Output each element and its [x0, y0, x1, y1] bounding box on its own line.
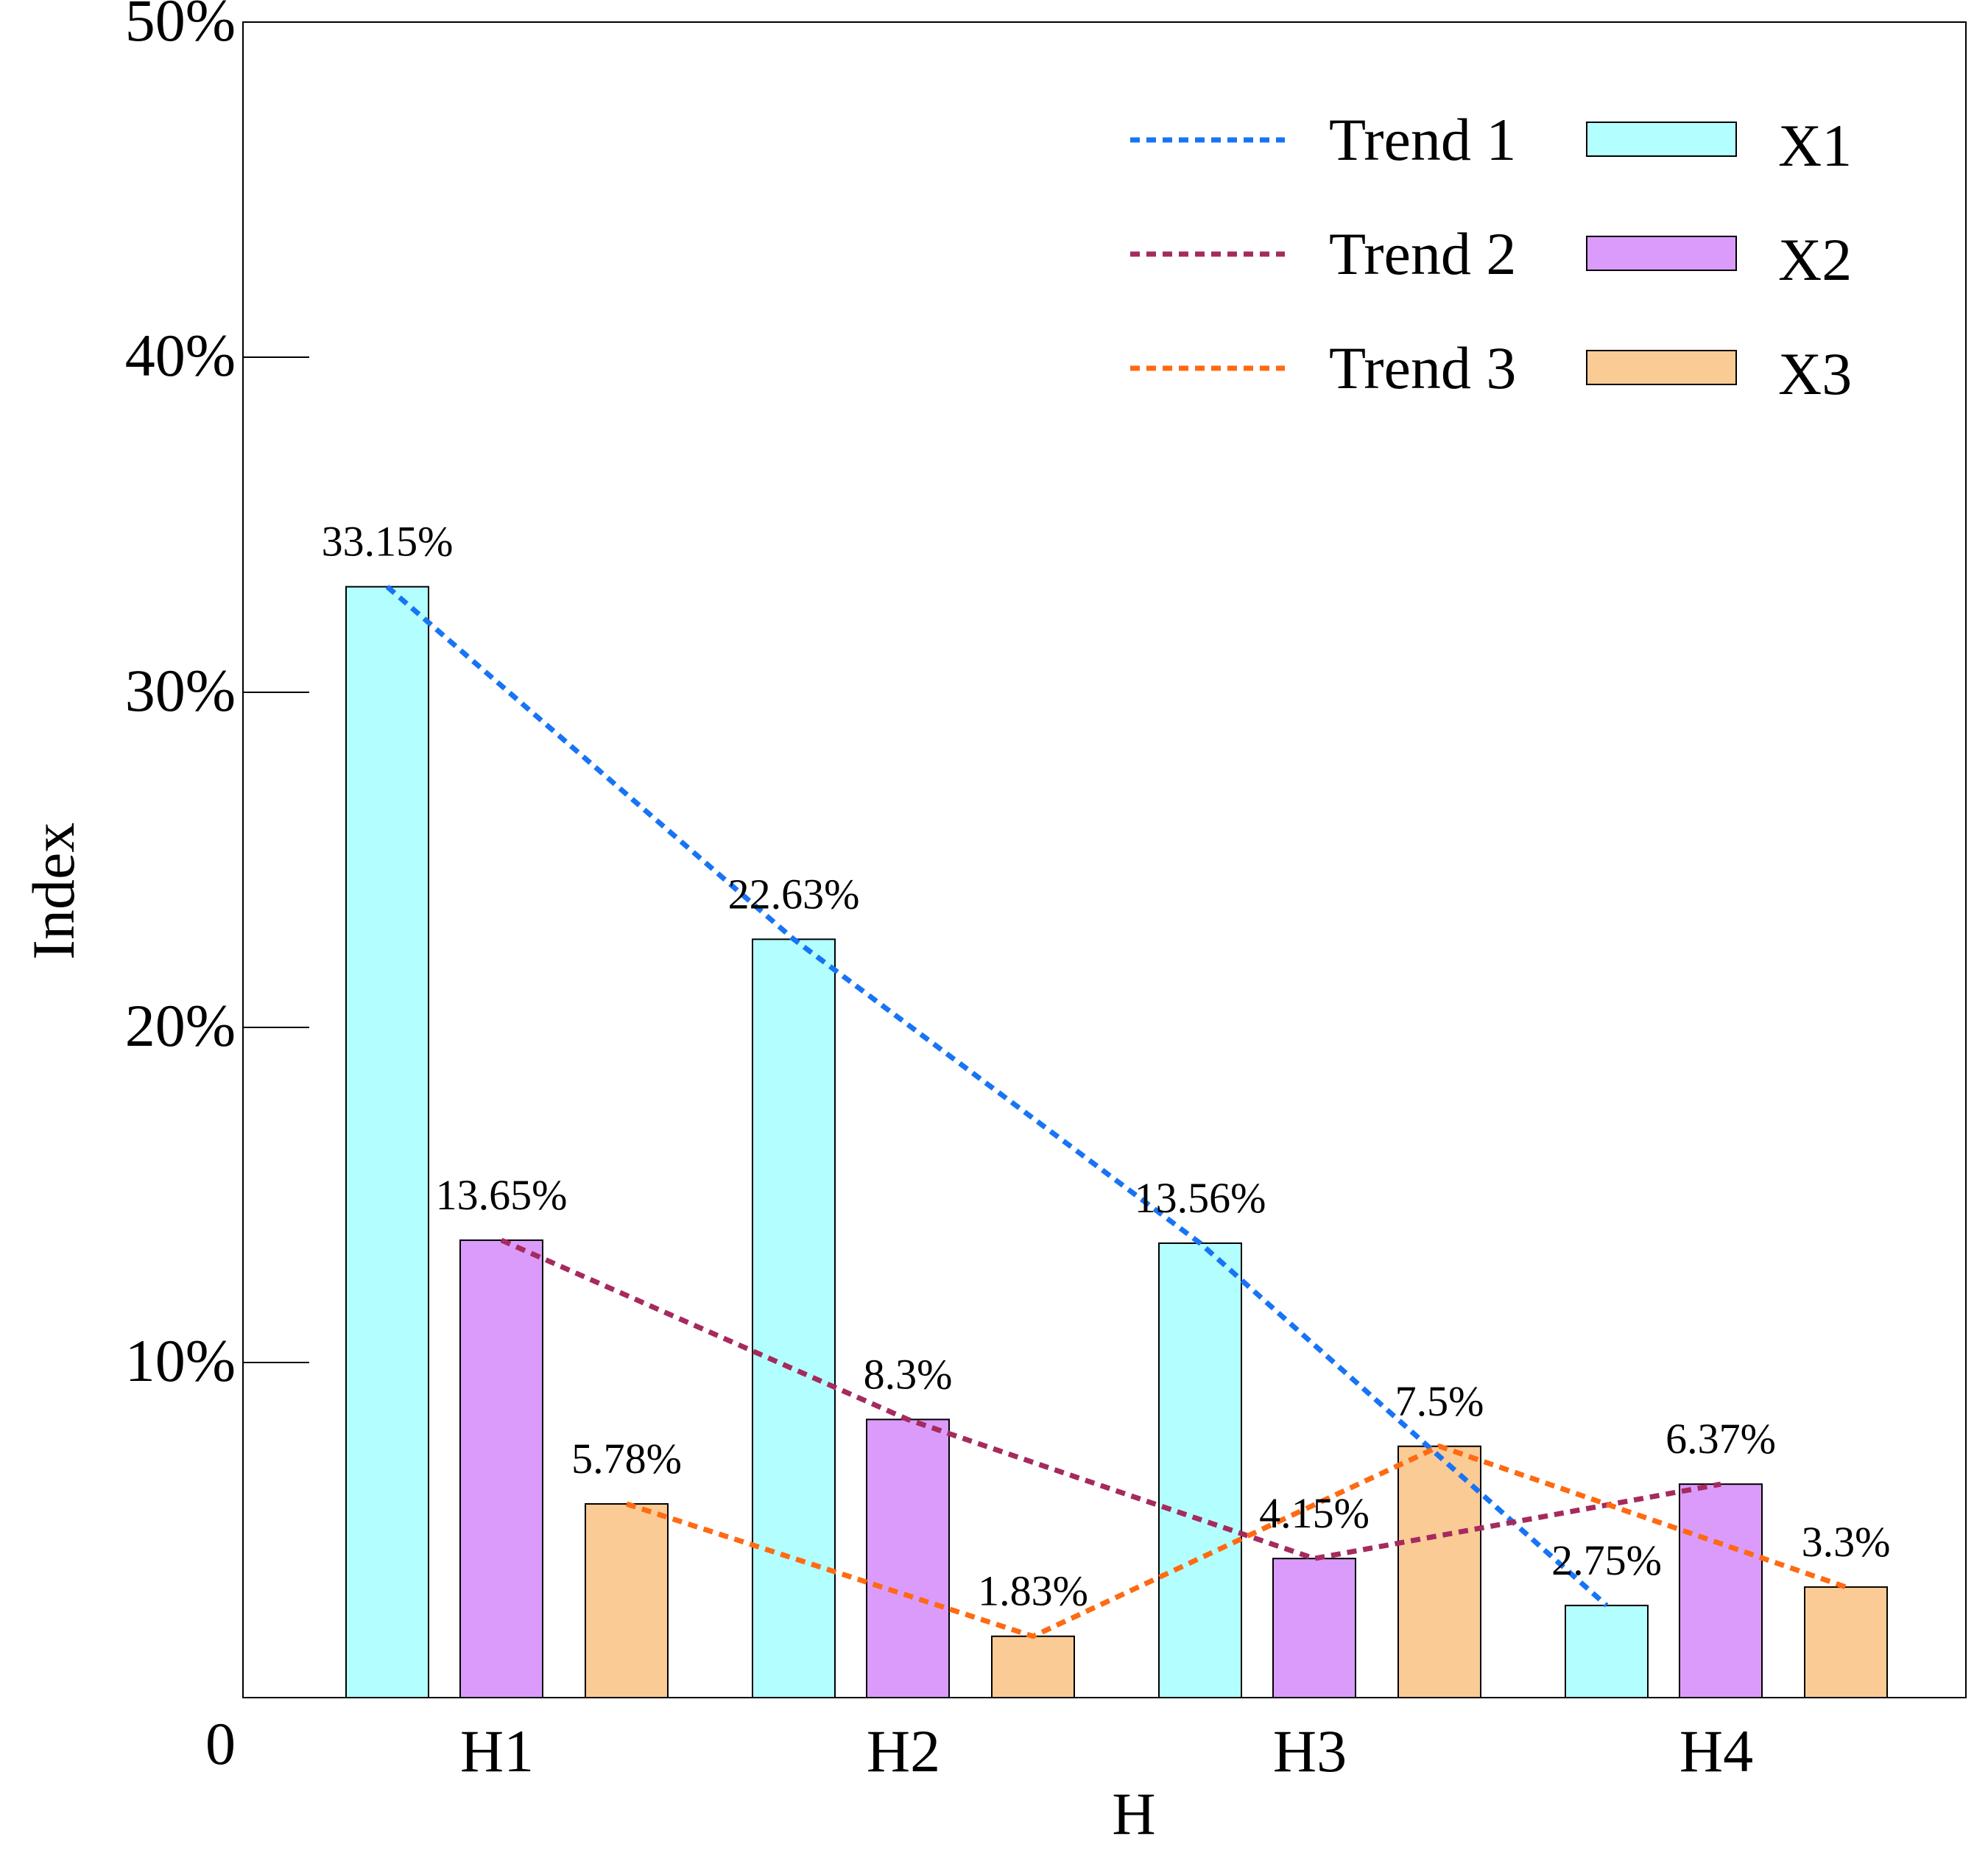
trend-line-1	[385, 585, 1609, 1608]
data-label: 22.63%	[728, 870, 860, 918]
data-label: 4.15%	[1259, 1489, 1370, 1537]
trend-lines	[385, 585, 1847, 1639]
bar-x1-h4	[1565, 1604, 1649, 1698]
data-labels: 33.15% 22.63% 13.56% 2.75% 13.65% 8.3% 4.15% 6.…	[322, 518, 1891, 1615]
y-ticks: 0 10% 20% 30% 40% 50%	[125, 0, 309, 1777]
bar-x3-h1	[585, 1503, 669, 1698]
data-label: 13.56%	[1135, 1174, 1266, 1222]
legend-trend-label: Trend 3	[1329, 334, 1516, 401]
data-label: 6.37%	[1666, 1415, 1776, 1463]
data-label: 33.15%	[322, 518, 454, 566]
bar-x1-h3	[1158, 1242, 1242, 1698]
y-tick-label: 10%	[125, 1327, 236, 1394]
x-tick-label: H3	[1273, 1717, 1347, 1785]
data-label: 2.75%	[1551, 1536, 1662, 1584]
bar-x3-h4	[1804, 1586, 1888, 1699]
legend-series-label: X2	[1778, 226, 1852, 293]
legend-trend-label: Trend 2	[1329, 220, 1516, 287]
bar-x2-h2	[866, 1418, 950, 1698]
data-label: 5.78%	[571, 1435, 682, 1483]
data-label: 7.5%	[1395, 1377, 1484, 1425]
legend-series-swatch	[1586, 236, 1737, 271]
bar-x2-h4	[1679, 1483, 1763, 1699]
data-label: 13.65%	[436, 1171, 568, 1219]
x-tick-label: H2	[867, 1717, 940, 1785]
x-tick-label: H1	[460, 1717, 534, 1785]
legend-series-label: X3	[1778, 340, 1852, 407]
legend-trend-label: Trend 1	[1329, 106, 1516, 173]
y-tick-label: 0	[205, 1710, 236, 1777]
legend-series-swatch	[1586, 350, 1737, 385]
y-tick-label: 50%	[125, 0, 236, 54]
bar-x1-h1	[345, 586, 429, 1698]
x-tick-label: H4	[1679, 1717, 1753, 1785]
data-label: 8.3%	[864, 1350, 953, 1398]
x-tick-labels: H1 H2 H3 H4	[460, 1717, 1753, 1785]
data-label: 1.83%	[978, 1567, 1088, 1615]
y-axis-title: Index	[20, 823, 87, 960]
bar-x1-h2	[752, 938, 836, 1698]
legend: Trend 1 Trend 2 Trend 3 X1 X2 X3	[1130, 106, 1852, 407]
trend-line-3	[625, 1443, 1847, 1639]
legend-series-swatch	[1586, 122, 1737, 157]
bar-x2-h1	[459, 1239, 543, 1699]
bar-x3-h3	[1397, 1445, 1481, 1698]
legend-series-label: X1	[1778, 112, 1852, 179]
y-tick-label: 40%	[125, 322, 236, 389]
bar-x2-h3	[1272, 1558, 1356, 1699]
bars	[345, 586, 1888, 1699]
y-tick-label: 30%	[125, 657, 236, 724]
y-tick-label: 20%	[125, 992, 236, 1059]
x-axis-title: H	[1112, 1780, 1155, 1847]
bar-x3-h2	[991, 1635, 1075, 1699]
data-label: 3.3%	[1802, 1518, 1891, 1566]
